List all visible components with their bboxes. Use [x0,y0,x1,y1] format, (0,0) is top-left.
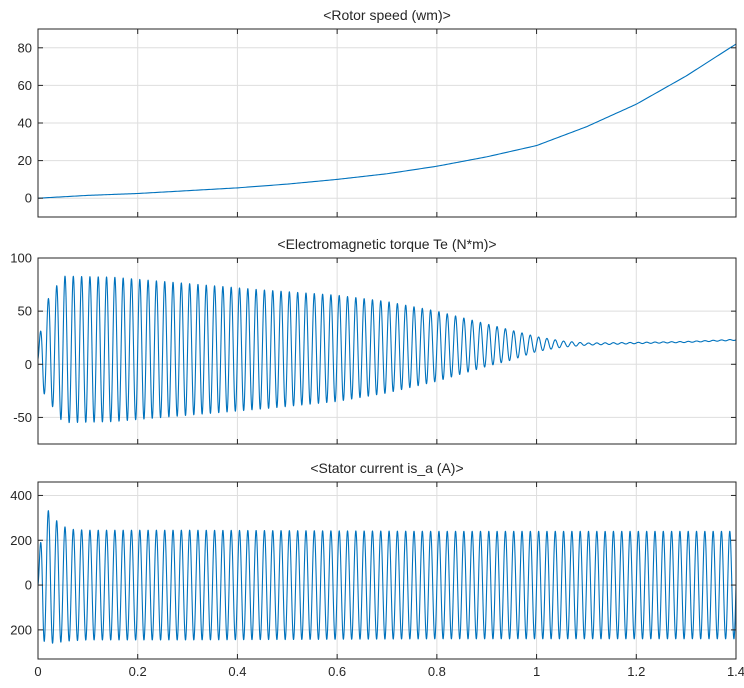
x-tick-label: 0.4 [228,664,246,679]
series-line-1 [37,275,737,424]
x-tick-label: 0.6 [328,664,346,679]
x-tick-label: 1.2 [627,664,645,679]
chart-panel-2: -50 0 50 100 <Electromagnetic torque Te (N*m… [10,236,737,445]
chart-panel-3: 200 0 200 400 0 0.2 0.4 0.6 0.8 1 1.2 1.4 <Stator cu… [10,460,744,679]
y-tick-label: 200 [10,533,32,548]
x-tick-label: 1 [533,664,540,679]
y-tick-label: 20 [18,153,32,168]
y-tick-label: 0 [25,191,32,206]
y-tick-label: 0 [25,357,32,372]
axes-box [37,257,737,445]
y-tick-label: 0 [25,578,32,593]
y-tick-label: 100 [10,251,32,266]
series-line-1 [37,510,737,644]
x-tick-label: 1.4 [727,664,744,679]
series-line-1 [37,43,737,199]
y-tick-label: 80 [18,40,32,55]
chart-title: <Electromagnetic torque Te (N*m)> [277,236,496,252]
axes-box [37,481,737,660]
chart-title: <Rotor speed (wm)> [323,7,451,23]
chart-panel-1: 0 20 40 60 80 <Rotor speed (wm)> [18,7,737,218]
y-tick-label: 60 [18,78,32,93]
y-tick-label: -50 [13,410,32,425]
x-tick-label: 0.8 [428,664,446,679]
x-tick-label: 0 [34,664,41,679]
x-tick-label: 0.2 [129,664,147,679]
y-tick-label: 200 [10,622,32,637]
y-tick-label: 50 [18,304,32,319]
y-tick-label: 40 [18,116,32,131]
y-tick-label: 400 [10,488,32,503]
chart-title: <Stator current is_a (A)> [310,460,463,476]
